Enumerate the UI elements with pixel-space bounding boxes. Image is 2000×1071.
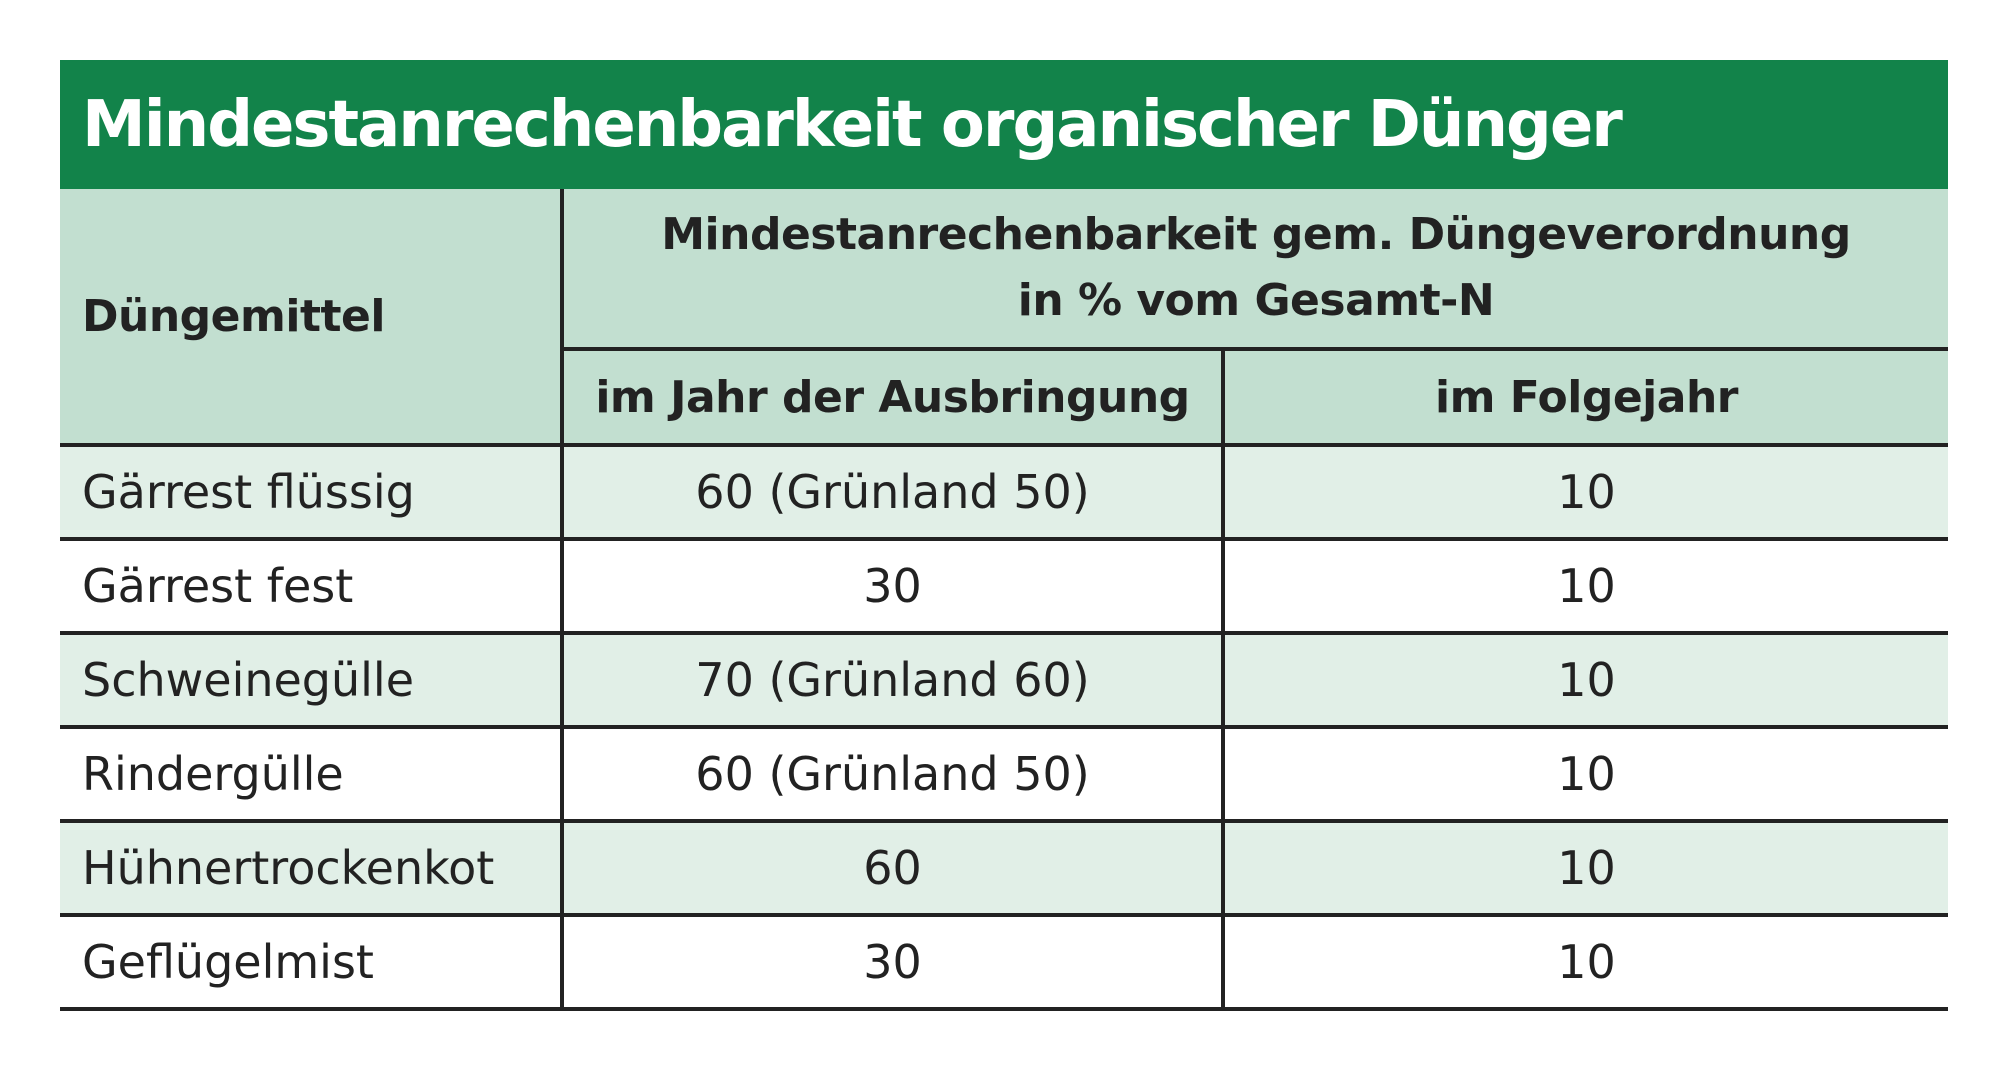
fertilizer-table-container: Mindestanrechenbarkeit organischer Dünge…: [60, 60, 1948, 1011]
row-fertilizer: Gärrest fest: [60, 537, 562, 633]
row-following-year-value: 10: [1221, 443, 1948, 539]
header-group-line1: Mindestanrechenbarkeit gem. Düngeverordn…: [661, 209, 1851, 260]
table-row: Geflügelmist 30 10: [60, 913, 1948, 1011]
row-following-year-value: 10: [1221, 537, 1948, 633]
row-application-year-value: 30: [560, 913, 1223, 1011]
table-row: Hühnertrockenkot 60 10: [60, 819, 1948, 915]
row-fertilizer: Gärrest flüssig: [60, 443, 562, 539]
table-body: Gärrest flüssig 60 (Grünland 50) 10 Gärr…: [60, 443, 1948, 1011]
table-row: Schweinegülle 70 (Grünland 60) 10: [60, 631, 1948, 727]
row-following-year-value: 10: [1221, 631, 1948, 727]
row-following-year-value: 10: [1221, 913, 1948, 1011]
table-header: Düngemittel Mindestanrechenbarkeit gem. …: [60, 189, 1948, 445]
row-following-year-value: 10: [1221, 725, 1948, 821]
header-following-year: im Folgejahr: [1221, 349, 1948, 445]
row-application-year-value: 30: [560, 537, 1223, 633]
table-title: Mindestanrechenbarkeit organischer Dünge…: [82, 87, 1623, 162]
row-application-year-value: 60 (Grünland 50): [560, 725, 1223, 821]
row-application-year-value: 70 (Grünland 60): [560, 631, 1223, 727]
table-row: Rindergülle 60 (Grünland 50) 10: [60, 725, 1948, 821]
table-row: Gärrest fest 30 10: [60, 537, 1948, 633]
title-bar: Mindestanrechenbarkeit organischer Dünge…: [60, 60, 1948, 189]
row-application-year-value: 60 (Grünland 50): [560, 443, 1223, 539]
table-row: Gärrest flüssig 60 (Grünland 50) 10: [60, 443, 1948, 539]
row-fertilizer: Hühnertrockenkot: [60, 819, 562, 915]
header-fertilizer: Düngemittel: [60, 189, 562, 445]
row-following-year-value: 10: [1221, 819, 1948, 915]
header-group-line2: in % vom Gesamt-N: [1017, 275, 1495, 326]
row-fertilizer: Rindergülle: [60, 725, 562, 821]
row-fertilizer: Schweinegülle: [60, 631, 562, 727]
fertilizer-table: Düngemittel Mindestanrechenbarkeit gem. …: [60, 189, 1948, 1011]
header-application-year: im Jahr der Ausbringung: [560, 349, 1223, 445]
row-fertilizer: Geflügelmist: [60, 913, 562, 1011]
header-group: Mindestanrechenbarkeit gem. Düngeverordn…: [560, 189, 1948, 351]
row-application-year-value: 60: [560, 819, 1223, 915]
